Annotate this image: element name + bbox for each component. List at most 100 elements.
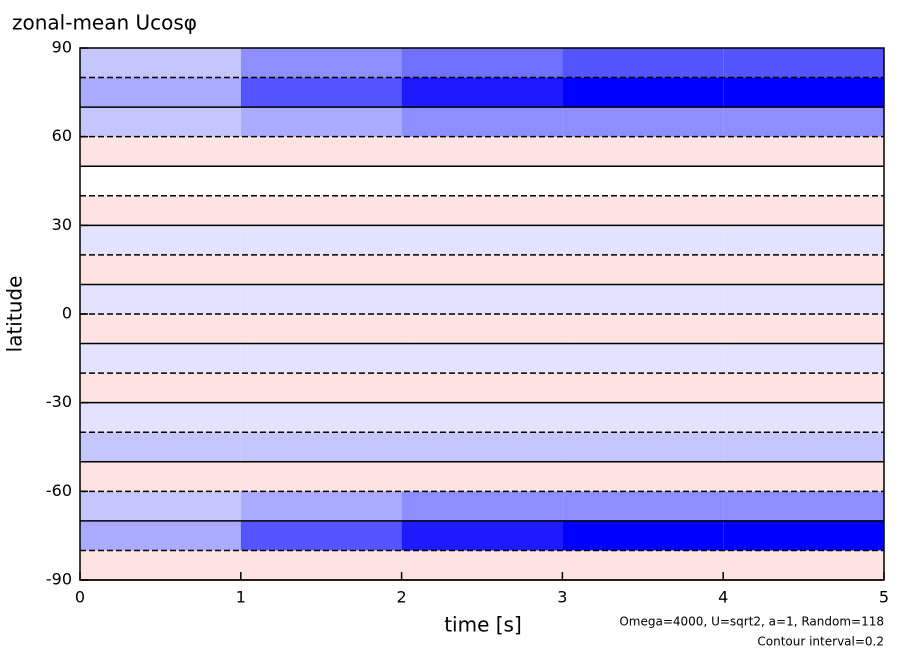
- cell: [562, 136, 724, 167]
- cell: [562, 520, 724, 551]
- cell: [723, 550, 884, 580]
- cell: [562, 77, 724, 108]
- cell: [80, 77, 241, 108]
- cell: [723, 432, 884, 462]
- note: Omega=4000, U=sqrt2, a=1, Random=118: [619, 615, 884, 629]
- cell: [723, 491, 884, 521]
- cell: [80, 343, 241, 374]
- cell: [723, 77, 884, 108]
- cell: [401, 195, 563, 226]
- cell: [80, 136, 241, 167]
- cell: [240, 314, 402, 344]
- cell: [240, 225, 402, 255]
- cell: [401, 166, 563, 196]
- cell: [562, 402, 724, 433]
- cell: [240, 254, 402, 285]
- cell: [723, 136, 884, 167]
- cell: [240, 402, 402, 433]
- cell: [723, 343, 884, 374]
- cell: [401, 225, 563, 255]
- y-axis-label: latitude: [3, 276, 27, 353]
- cell: [240, 107, 402, 137]
- cell: [240, 343, 402, 374]
- cell: [80, 373, 241, 403]
- cell: [240, 77, 402, 108]
- y-tick-label: 60: [52, 126, 72, 145]
- cell: [240, 520, 402, 551]
- y-tick-label: 90: [52, 38, 72, 57]
- cell: [562, 491, 724, 521]
- cell: [562, 432, 724, 462]
- cell: [240, 136, 402, 167]
- cell: [401, 432, 563, 462]
- note: Contour interval=0.2: [757, 635, 884, 649]
- x-tick-label: 5: [879, 588, 889, 607]
- cell: [240, 166, 402, 196]
- cell: [80, 432, 241, 462]
- cell: [401, 373, 563, 403]
- cell: [723, 520, 884, 551]
- cell: [80, 314, 241, 344]
- cell: [401, 284, 563, 314]
- cell: [401, 314, 563, 344]
- cell: [80, 520, 241, 551]
- cell: [562, 373, 724, 403]
- cell: [240, 550, 402, 580]
- y-tick-label: -90: [46, 570, 72, 589]
- cell: [80, 225, 241, 255]
- cell: [80, 254, 241, 285]
- x-axis-label: time [s]: [444, 613, 522, 637]
- x-tick-label: 1: [236, 588, 246, 607]
- cell: [240, 195, 402, 226]
- cell: [401, 254, 563, 285]
- cell: [723, 48, 884, 78]
- cell: [723, 284, 884, 314]
- cell: [723, 314, 884, 344]
- y-tick-label: -60: [46, 481, 72, 500]
- cell: [80, 461, 241, 492]
- cell: [401, 550, 563, 580]
- cell: [723, 166, 884, 196]
- cell: [401, 77, 563, 108]
- cell: [401, 107, 563, 137]
- cell: [80, 166, 241, 196]
- cell: [240, 48, 402, 78]
- x-tick-label: 3: [557, 588, 567, 607]
- chart-title: zonal-mean Ucosφ: [12, 11, 197, 35]
- cell: [401, 136, 563, 167]
- cell: [562, 166, 724, 196]
- cell: [723, 373, 884, 403]
- cell: [562, 284, 724, 314]
- cell: [723, 107, 884, 137]
- cell: [562, 314, 724, 344]
- cell: [401, 461, 563, 492]
- x-tick-label: 2: [397, 588, 407, 607]
- cell: [562, 225, 724, 255]
- cell: [80, 550, 241, 580]
- y-tick-label: -30: [46, 392, 72, 411]
- y-tick-label: 30: [52, 215, 72, 234]
- cell: [562, 48, 724, 78]
- cell: [562, 195, 724, 226]
- cell: [80, 107, 241, 137]
- cell: [240, 491, 402, 521]
- cell: [240, 432, 402, 462]
- y-tick-label: 0: [62, 304, 72, 323]
- cell: [80, 491, 241, 521]
- cell: [401, 520, 563, 551]
- cell: [723, 254, 884, 285]
- cell: [80, 48, 241, 78]
- cell: [401, 491, 563, 521]
- cell: [723, 402, 884, 433]
- cell: [723, 195, 884, 226]
- x-tick-label: 4: [718, 588, 728, 607]
- cell: [240, 373, 402, 403]
- cell: [80, 195, 241, 226]
- cell: [401, 48, 563, 78]
- cell: [401, 402, 563, 433]
- cell: [562, 550, 724, 580]
- cell: [723, 461, 884, 492]
- cell: [562, 107, 724, 137]
- cell: [562, 254, 724, 285]
